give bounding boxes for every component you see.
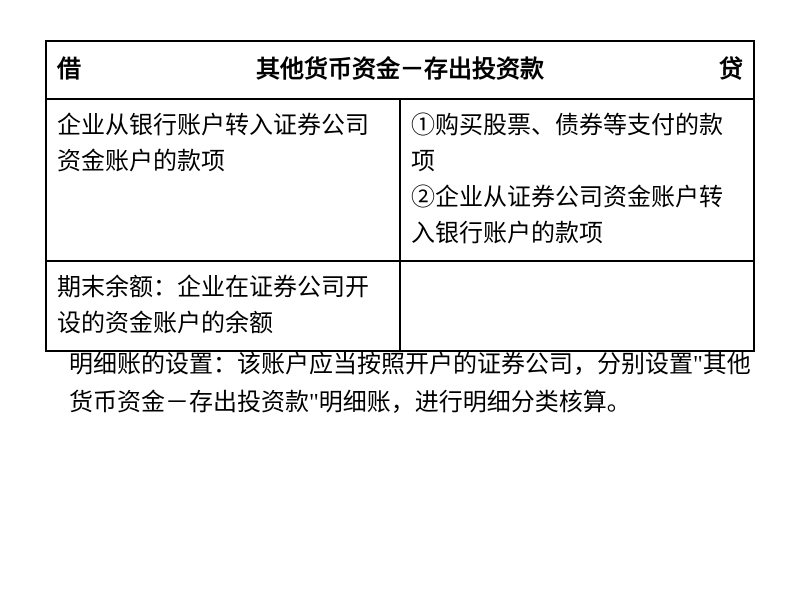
header-cell: 借 其他货币资金－存出投资款 贷 (46, 41, 754, 99)
credit-entry-1: ①购买股票、债券等支付的款项 ②企业从证券公司资金账户转入银行账户的款项 (400, 99, 754, 261)
debit-entry-1: 企业从银行账户转入证券公司资金账户的款项 (46, 99, 400, 261)
content-row-1: 企业从银行账户转入证券公司资金账户的款项 ①购买股票、债券等支付的款项 ②企业从… (46, 99, 754, 261)
header-row: 借 其他货币资金－存出投资款 贷 (46, 41, 754, 99)
account-title: 其他货币资金－存出投资款 (256, 52, 544, 88)
caption-text: 明细账的设置：该账户应当按照开户的证券公司，分别设置"其他货币资金－存出投资款"… (45, 346, 755, 423)
debit-label: 借 (57, 52, 81, 88)
credit-label: 贷 (719, 52, 743, 88)
content-row-2: 期末余额：企业在证券公司开设的资金账户的余额 (46, 261, 754, 351)
debit-balance: 期末余额：企业在证券公司开设的资金账户的余额 (46, 261, 400, 351)
t-account-table: 借 其他货币资金－存出投资款 贷 企业从银行账户转入证券公司资金账户的款项 ①购… (45, 40, 755, 352)
credit-balance (400, 261, 754, 351)
